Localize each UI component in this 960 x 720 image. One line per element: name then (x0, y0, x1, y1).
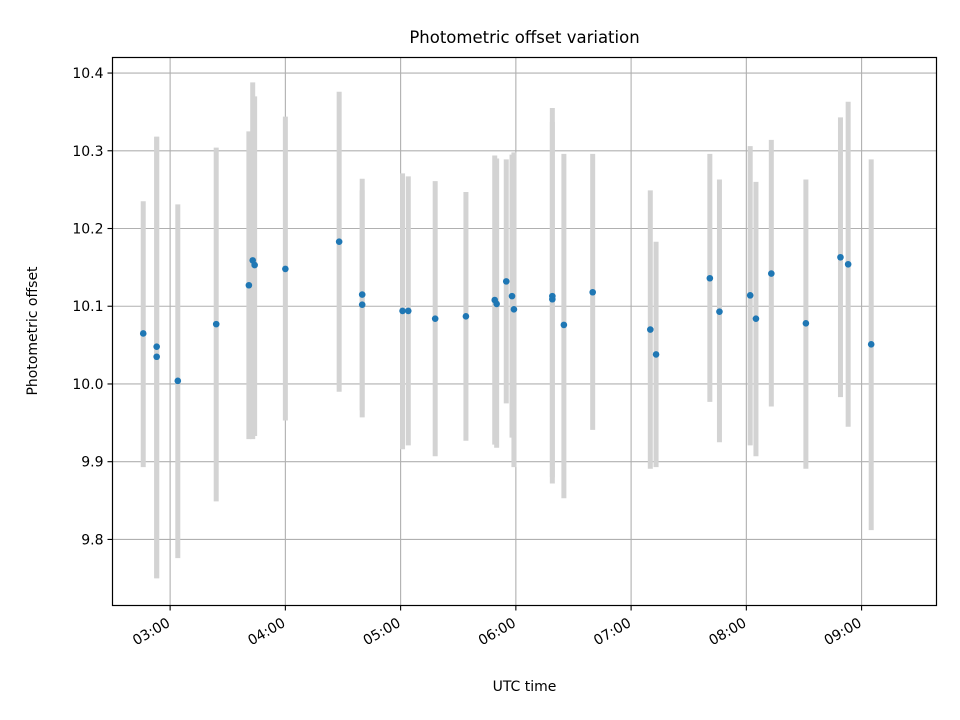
data-point (174, 377, 182, 385)
data-point (251, 261, 258, 269)
y-tick-label: 10.2 (72, 222, 103, 238)
data-points (139, 238, 875, 385)
data-point (245, 281, 253, 289)
data-point (716, 308, 723, 315)
data-point (844, 260, 852, 268)
data-point (549, 295, 556, 303)
data-point (802, 320, 810, 327)
y-tick-label: 9.9 (81, 455, 103, 471)
data-point (404, 307, 412, 315)
y-axis-label: Photometric offset (25, 266, 41, 396)
y-tick-label: 10.1 (72, 299, 103, 315)
plot-frame (111, 56, 938, 607)
data-point (867, 341, 875, 348)
data-point (837, 253, 844, 261)
data-point (212, 320, 220, 328)
y-tick-label: 10.4 (72, 66, 103, 82)
data-point (431, 315, 439, 322)
y-tick-label: 10.3 (72, 144, 103, 160)
data-point (399, 307, 406, 315)
data-point (153, 353, 160, 361)
data-point (768, 270, 775, 277)
data-point (462, 313, 470, 320)
chart-title: Photometric offset variation (409, 28, 639, 47)
data-point (652, 351, 660, 358)
data-point (752, 315, 760, 322)
data-point (358, 291, 366, 298)
data-point (502, 278, 510, 285)
data-point (282, 265, 289, 273)
y-axis: 9.8 9.9 10.0 10.1 10.2 10.3 10.4 (72, 66, 113, 548)
data-point (589, 288, 596, 296)
y-tick-label: 10.0 (72, 377, 103, 393)
data-point (493, 300, 500, 308)
data-point (153, 343, 160, 350)
y-tick-label: 9.8 (81, 532, 103, 548)
x-axis-label: UTC time (493, 679, 557, 695)
data-point (139, 330, 147, 337)
data-point (508, 292, 516, 300)
data-point (706, 274, 714, 282)
data-point (510, 306, 518, 313)
data-point (560, 321, 568, 329)
data-point (358, 301, 366, 308)
data-point (746, 292, 754, 299)
data-point (335, 238, 343, 246)
data-point (647, 326, 654, 333)
